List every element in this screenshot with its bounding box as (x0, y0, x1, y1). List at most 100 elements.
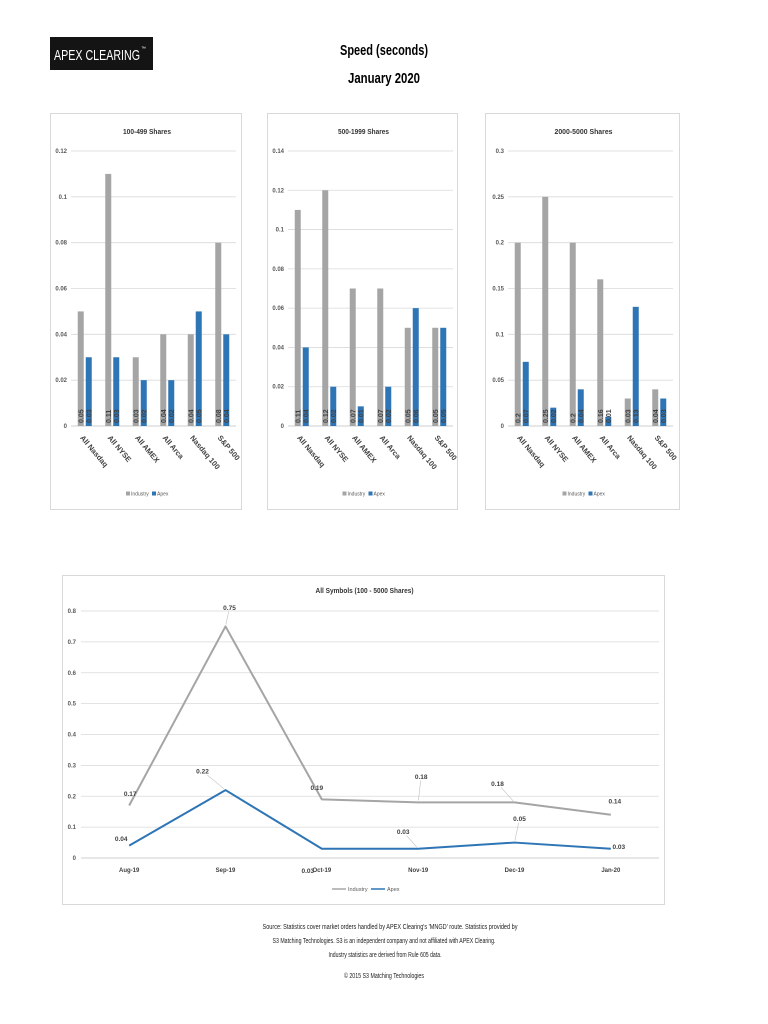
data-label: 0.05 (441, 409, 448, 423)
bar-industry (322, 190, 329, 426)
legend-label: Apex (387, 887, 400, 893)
y-tick-label: 0.05 (492, 378, 504, 384)
x-tick-label: S&P 500 (433, 434, 459, 463)
data-label: 0.03 (613, 844, 626, 851)
y-tick-label: 0.02 (272, 385, 284, 391)
bar-chart-100-499-shares: 100-499 Shares 0 0.02 0.04 0.06 0.08 0.1 0.12 0.… (50, 113, 242, 510)
data-label: 0.16 (598, 409, 605, 423)
x-tick-label: Jan-20 (601, 868, 621, 874)
source-line-3: Industry statistics are derived from Rul… (329, 952, 442, 959)
data-label: 0.02 (386, 409, 393, 423)
copyright: © 2015 S3 Matching Technologies (344, 972, 424, 980)
y-tick-label: 0.2 (68, 794, 77, 800)
y-tick-label: 0.04 (55, 332, 67, 338)
y-tick-label: 0.25 (492, 195, 504, 201)
data-label: 0.05 (405, 409, 412, 423)
bar-chart-500-1999-shares: 500-1999 Shares 0 0.02 0.04 0.06 0.08 0.1 0.12 0… (267, 113, 459, 510)
bar-apex (522, 361, 529, 426)
data-label: 0.02 (169, 409, 176, 423)
bar-chart-2000-5000-plot: 2000-5000 Shares 0 0.05 0.1 0.15 0.2 0.25 0.3 0.… (492, 127, 679, 498)
y-tick-label: 0 (501, 424, 505, 430)
bar-industry (597, 279, 604, 426)
chart-title: 500-1999 Shares (338, 127, 389, 136)
data-label-leader (418, 780, 422, 801)
bar-chart-500-1999-plot: 500-1999 Shares00.020.040.060.080.10.120… (272, 127, 459, 498)
source-line-1: Source: Statistics cover market orders h… (263, 924, 518, 931)
y-tick-label: 0.5 (68, 702, 77, 708)
x-tick-label: All AMEX (570, 434, 598, 465)
x-tick-label: All NYSE (543, 434, 571, 464)
bar-apex (357, 406, 364, 426)
legend-swatch-apex (588, 491, 593, 496)
data-label: 0.03 (397, 829, 410, 836)
bar-apex (113, 357, 120, 426)
bar-apex (330, 386, 337, 426)
bar-industry (215, 242, 222, 426)
bar-apex (195, 311, 202, 426)
bar-industry (77, 311, 84, 426)
x-tick-label: All AMEX (350, 434, 378, 465)
data-label: 0.22 (196, 769, 209, 776)
y-tick-label: 0 (73, 856, 77, 862)
bar-industry (294, 209, 301, 426)
bar-industry (652, 389, 659, 426)
data-label: 0.03 (625, 409, 632, 423)
data-label: 0.03 (114, 409, 121, 423)
chart-title: 100-499 Shares (123, 127, 171, 136)
legend-label: Apex (374, 492, 386, 498)
legend-label: Industry (348, 492, 366, 498)
x-tick-label: All Arca (161, 434, 186, 462)
data-label: 0.03 (302, 868, 315, 875)
y-tick-label: 0.1 (59, 195, 68, 201)
data-label-leader (225, 611, 229, 625)
source-line-2: S3 Matching Technologies. S3 is an indep… (273, 938, 496, 945)
data-label: 0.04 (303, 409, 310, 423)
footer: Source: Statistics cover market orders h… (263, 924, 518, 980)
chart-title: 2000-5000 Shares (555, 127, 613, 136)
data-label: 0.04 (188, 409, 195, 423)
legend-label: Apex (157, 492, 169, 498)
bar-industry (187, 334, 194, 426)
data-label: 0.05 (513, 816, 526, 823)
data-label: 0.19 (311, 785, 324, 792)
line-chart-all-symbols: All Symbols (100 - 5000 Shares) 0 0.1 0.2 0.… (62, 575, 665, 905)
y-tick-label: 0.1 (496, 332, 505, 338)
y-tick-label: 0.1 (276, 228, 285, 234)
logo-background (50, 37, 153, 70)
data-label: 0.04 (653, 409, 660, 423)
x-tick-label: Dec-19 (505, 868, 525, 874)
chart-title: All Symbols (100 - 5000 Shares) (316, 586, 414, 595)
y-tick-label: 0.06 (55, 287, 67, 293)
y-tick-label: 0.14 (272, 149, 284, 155)
bar-industry (349, 288, 356, 426)
data-label: 0.12 (323, 409, 330, 423)
data-label: 0.18 (415, 774, 428, 781)
y-tick-label: 0 (64, 424, 68, 430)
legend-label: Industry (568, 492, 586, 498)
data-label: 0.04 (224, 409, 231, 423)
data-label: 0.2 (570, 413, 577, 423)
line-industry (128, 625, 611, 816)
data-label: 0.07 (378, 409, 385, 423)
bar-industry (160, 334, 167, 426)
x-tick-label: All Arca (598, 434, 623, 462)
bar-apex (140, 380, 147, 426)
bar-chart-2000-5000-shares: 2000-5000 Shares 0 0.05 0.1 0.15 0.2 0.25 0.3 0.… (485, 113, 680, 510)
x-tick-label: Oct-19 (312, 868, 331, 874)
y-tick-label: 0.08 (55, 241, 67, 247)
y-tick-label: 0.7 (68, 640, 77, 646)
bar-apex (577, 389, 584, 426)
data-label: 0.18 (491, 781, 504, 788)
data-label: 0.05 (78, 409, 85, 423)
bar-industry (404, 327, 411, 426)
legend-swatch-apex (368, 491, 373, 496)
y-tick-label: 0.3 (496, 149, 505, 155)
data-label: 0.02 (551, 409, 558, 423)
legend-swatch-industry (342, 491, 347, 496)
bar-apex (412, 308, 419, 426)
data-label: 0.2 (515, 413, 522, 423)
x-tick-label: S&P 500 (653, 434, 679, 463)
bar-apex (605, 416, 612, 426)
data-label-leader (406, 835, 418, 848)
x-tick-label: All NYSE (106, 434, 134, 464)
